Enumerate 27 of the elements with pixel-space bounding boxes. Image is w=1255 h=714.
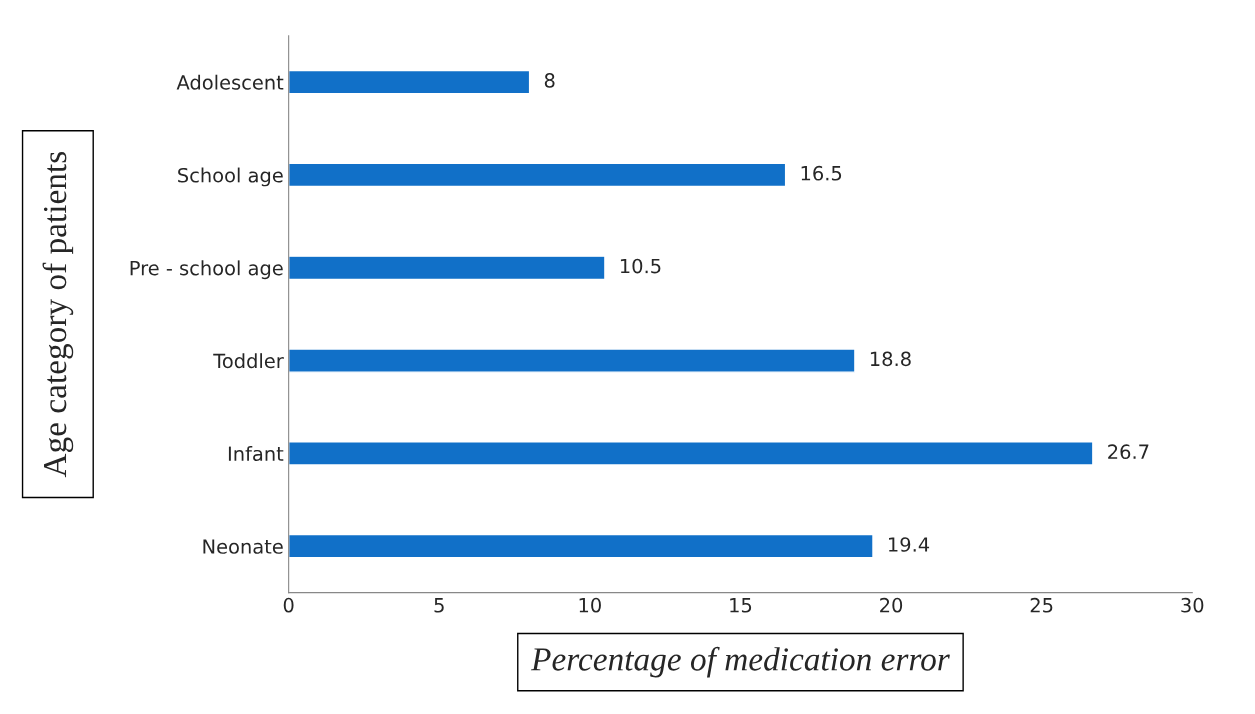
- y-tick-label: Neonate: [203, 539, 283, 554]
- bar: [288, 162, 787, 188]
- x-tick-label: 10: [579, 597, 601, 613]
- x-tick-label: 0: [283, 597, 294, 613]
- bar: [288, 255, 606, 281]
- y-tick-label: School age: [178, 167, 283, 187]
- data-label: 16.5: [801, 165, 842, 181]
- x-tick-label: 15: [730, 598, 752, 613]
- bar: [288, 69, 531, 95]
- data-label: 8: [544, 73, 555, 88]
- y-tick-label: Adolescent: [176, 74, 284, 90]
- data-label: 19.4: [889, 537, 930, 552]
- bar: [288, 348, 856, 373]
- data-label: 10.5: [620, 258, 661, 274]
- y-tick-label: Pre - school age: [130, 260, 283, 280]
- x-tick-label: 5: [434, 598, 444, 613]
- data-label: 18.8: [870, 351, 911, 367]
- data-label: 26.7: [1108, 444, 1149, 460]
- x-tick-label: 20: [880, 597, 903, 613]
- y-tick-label: Infant: [228, 446, 284, 462]
- x-axis-title: Percentage of medication error: [530, 646, 950, 678]
- x-tick-label: 25: [1030, 597, 1053, 613]
- bar: [288, 533, 874, 559]
- y-tick-label: Toddler: [213, 353, 284, 369]
- bar: [288, 441, 1094, 466]
- x-tick-label: 30: [1181, 597, 1204, 613]
- y-axis-title: Age category of patients: [42, 152, 74, 478]
